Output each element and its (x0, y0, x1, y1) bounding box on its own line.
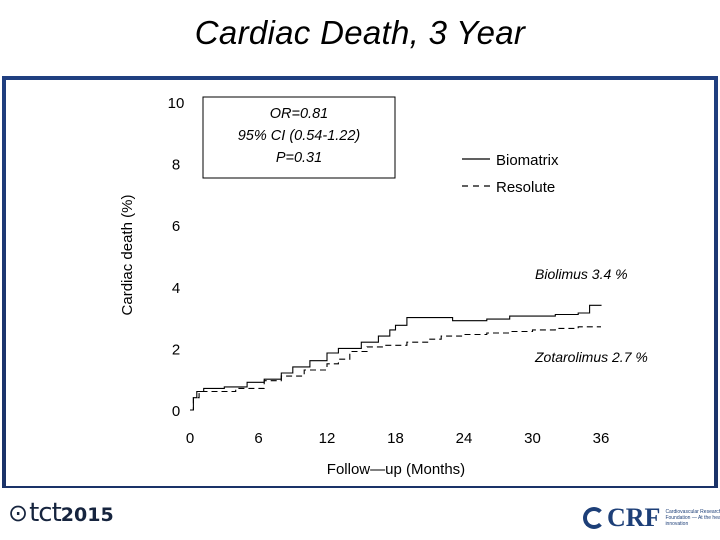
stats-box (202, 96, 396, 179)
label-zotarolimus: Zotarolimus 2.7 % (534, 349, 648, 365)
label-biolimus: Biolimus 3.4 % (535, 266, 628, 282)
x-tick-label: 36 (593, 430, 610, 447)
crf-logo-subtext: Cardiovascular Research Foundation — At … (665, 509, 720, 527)
legend-label-resolute: Resolute (496, 179, 555, 196)
legend-label-biomatrix: Biomatrix (496, 152, 559, 169)
x-tick-label: 30 (524, 430, 541, 447)
y-tick-label: 10 (168, 95, 185, 112)
y-tick-label: 6 (172, 218, 180, 235)
stats-line: P=0.31 (276, 150, 322, 166)
y-tick-label: 4 (172, 280, 180, 297)
y-tick-label: 0 (172, 403, 180, 420)
crf-mark-icon (583, 507, 605, 529)
x-tick-label: 12 (319, 430, 336, 447)
series-line-biomatrix (190, 304, 602, 411)
x-tick-label: 0 (186, 430, 194, 447)
x-axis-label: Follow—up (Months) (327, 461, 465, 478)
crf-logo: CRF Cardiovascular Research Foundation —… (583, 502, 720, 534)
series-line-resolute (190, 326, 601, 411)
tct-logo-year: 2015 (60, 504, 114, 526)
x-tick-label: 6 (254, 430, 262, 447)
x-tick-label: 18 (387, 430, 404, 447)
slide-title: Cardiac Death, 3 Year (194, 14, 526, 51)
y-tick-label: 8 (172, 157, 180, 174)
crf-logo-text: CRF (607, 503, 661, 532)
x-tick-label: 24 (456, 430, 473, 447)
tct-logo-text: tct (29, 498, 62, 528)
stats-line: OR=0.81 (270, 106, 328, 122)
y-axis-label: Cardiac death (%) (119, 195, 136, 316)
series-layer: Biomatrix Resolute (190, 152, 602, 411)
y-tick-label: 2 (172, 341, 180, 358)
chart-background (6, 80, 714, 486)
tct-logo: ⊙tct2015 (8, 498, 114, 528)
annotation-layer: OR=0.81 95% CI (0.54-1.22) P=0.31 Biolimus … (202, 96, 648, 365)
tct-swirl-icon: ⊙ (8, 499, 28, 527)
stats-line: 95% CI (0.54-1.22) (238, 128, 361, 144)
